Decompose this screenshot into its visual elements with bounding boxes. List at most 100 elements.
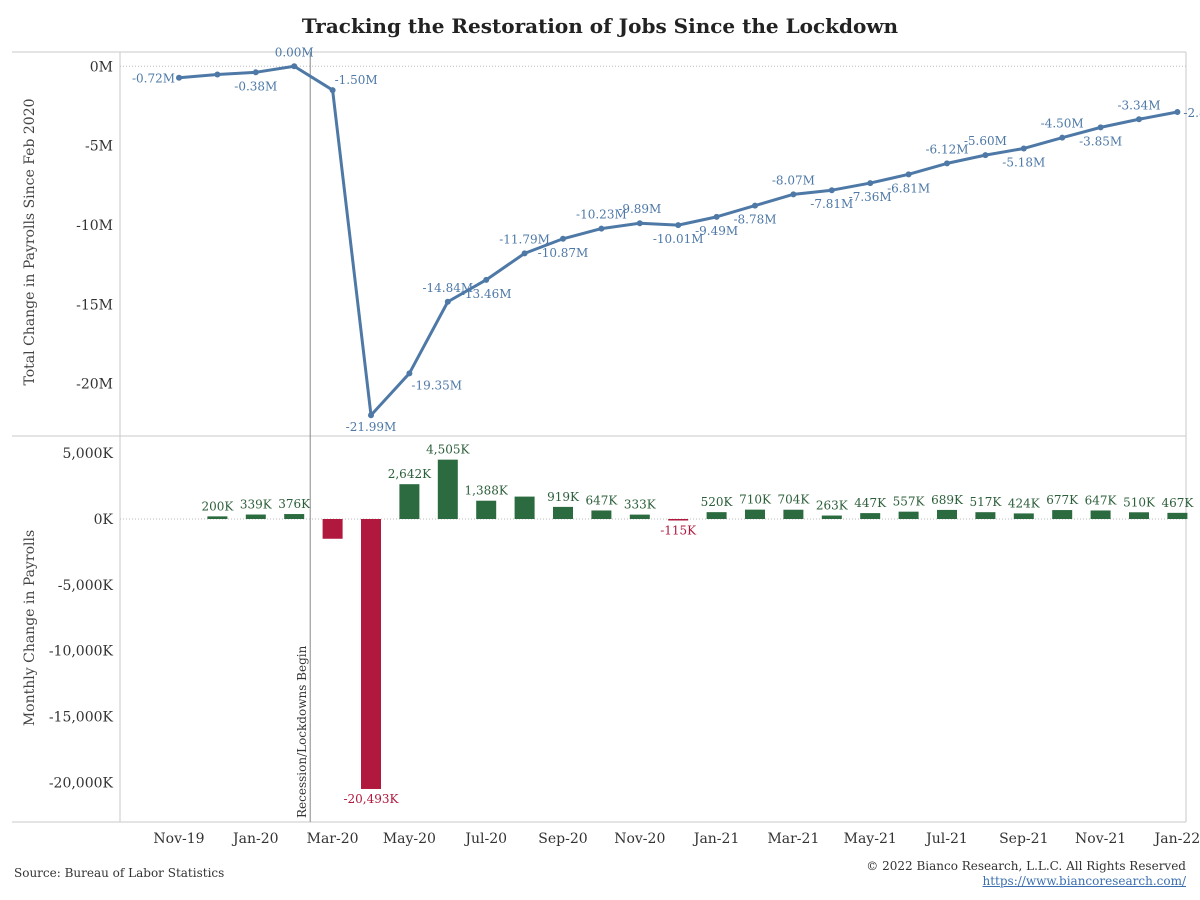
recession-marker-label: Recession/Lockdowns Begin [295, 645, 309, 818]
bar [1167, 512, 1188, 519]
x-axis-ticks: Nov-19 Jan-20 Mar-20 May-20 Jul-20 Sep-20 Nov-… [153, 831, 1200, 847]
bar-data-label: 2,642K [388, 467, 432, 481]
line-point [944, 160, 950, 167]
line-data-label: -0.72M [132, 72, 175, 86]
line-point [752, 202, 758, 209]
bar [745, 509, 765, 519]
line-data-labels: -0.72M -0.38M 0.00M -1.50M -21.99M -19.35M -14… [132, 45, 1200, 434]
bar-y-tick-label: -20,000K [49, 775, 114, 791]
line-point [521, 250, 528, 257]
chart-title: Tracking the Restoration of Jobs Since t… [301, 14, 899, 38]
line-y-tick-label: -15M [76, 297, 113, 313]
x-tick-label: Mar-21 [767, 831, 819, 847]
line-point [1174, 108, 1181, 115]
x-tick-label: Sep-20 [538, 831, 587, 847]
line-point [291, 63, 298, 70]
line-data-label: -4.50M [1041, 117, 1084, 131]
bar [937, 509, 957, 519]
bar [860, 513, 881, 519]
bar [553, 506, 573, 519]
bar-series [207, 459, 1188, 789]
bar-data-label: 467K [1161, 496, 1194, 510]
bar [1129, 512, 1149, 519]
bar [399, 484, 420, 519]
line-data-label: -5.18M [1002, 155, 1045, 169]
bar-data-label: 517K [969, 495, 1002, 509]
zero-lines [120, 65, 1186, 520]
line-data-label: -6.81M [887, 181, 930, 195]
bar-data-label: 520K [701, 495, 734, 509]
bar-data-label: 376K [278, 497, 311, 511]
bar [783, 509, 804, 519]
line-point [444, 298, 451, 305]
line-point [675, 222, 682, 229]
line-data-label: -0.38M [234, 79, 277, 93]
line-point [905, 171, 912, 178]
bar-data-label: 647K [1085, 493, 1118, 507]
line-y-tick-label: -20M [76, 377, 113, 393]
line-data-label: -8.78M [733, 213, 776, 227]
line-point [560, 235, 566, 242]
bar [284, 514, 305, 519]
x-tick-label: Jan-21 [692, 831, 740, 847]
line-point [368, 412, 374, 419]
line-y-axis-label: Total Change in Payrolls Since Feb 2020 [22, 98, 38, 385]
line-data-label: -11.79M [499, 232, 550, 246]
line-data-label: -5.60M [964, 134, 1007, 148]
line-data-label: 0.00M [275, 45, 314, 59]
line-point [176, 74, 182, 81]
bar [361, 518, 381, 789]
x-tick-label: Jul-20 [463, 831, 507, 847]
bar-y-tick-label: -10,000K [49, 644, 114, 660]
bar-data-label: 919K [547, 490, 580, 504]
bar [514, 496, 535, 519]
line-point [1020, 145, 1027, 152]
bar [207, 516, 228, 519]
bar [591, 510, 612, 519]
bar [437, 459, 458, 519]
line-y-tick-label: 0M [90, 59, 113, 75]
bar [706, 512, 727, 519]
bar-data-label: 689K [931, 493, 964, 507]
x-tick-label: Sep-21 [999, 831, 1048, 847]
line-point [636, 220, 643, 227]
x-tick-label: May-21 [844, 831, 897, 847]
line-point [598, 225, 605, 232]
line-point [214, 71, 221, 78]
bar-data-label: 510K [1123, 495, 1156, 509]
line-y-tick-label: -10M [76, 218, 113, 234]
bar-data-label: -20,493K [343, 792, 399, 806]
line-y-tick-label: -5M [85, 139, 113, 155]
x-tick-label: May-20 [383, 831, 436, 847]
copyright-note: © 2022 Bianco Research, L.L.C. All Right… [866, 859, 1186, 873]
x-tick-label: Nov-20 [614, 831, 665, 847]
line-point [406, 370, 413, 377]
line-y-ticks: 0M -5M -10M -15M -20M [76, 59, 113, 392]
line-point [828, 187, 835, 194]
bar-data-label: 557K [893, 495, 926, 509]
line-data-label: -14.84M [422, 281, 473, 295]
bar [476, 500, 497, 519]
x-tick-label: Mar-20 [307, 831, 359, 847]
source-note: Source: Bureau of Labor Statistics [14, 866, 225, 880]
website-link[interactable]: https://www.biancoresearch.com/ [982, 874, 1186, 888]
bar-y-ticks: 5,000K 0K -5,000K -10,000K -15,000K -20,000K [49, 446, 114, 791]
line-data-label: -10.87M [538, 246, 589, 260]
bar [1052, 510, 1073, 519]
bar-y-tick-label: 0K [94, 512, 114, 528]
line-point [483, 276, 490, 283]
line-point [252, 69, 259, 76]
x-tick-label: Jan-20 [231, 831, 279, 847]
line-data-label: -2.88M [1183, 106, 1200, 120]
bar-data-label: 704K [777, 493, 810, 507]
line-data-label: -7.36M [849, 190, 892, 204]
line-point [1136, 116, 1142, 123]
line-data-label: -6.12M [925, 142, 968, 156]
line-data-label: -1.50M [335, 73, 378, 87]
line-point [867, 180, 874, 187]
bar-data-label: 339K [240, 498, 273, 512]
bar [245, 514, 266, 519]
line-data-label: -3.85M [1079, 134, 1122, 148]
recession-annotation: Recession/Lockdowns Begin [295, 52, 311, 822]
bar-data-label: 200K [201, 499, 234, 513]
